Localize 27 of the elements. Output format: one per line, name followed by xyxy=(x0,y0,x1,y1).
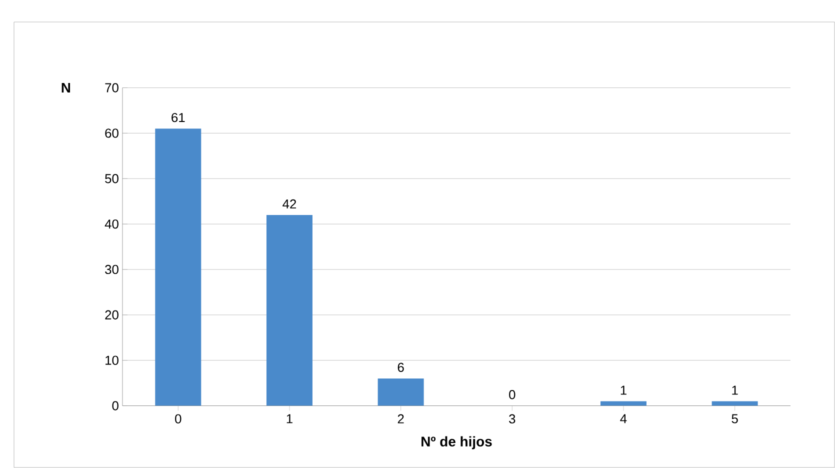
x-tick-label: 5 xyxy=(732,414,738,424)
x-tick-label: 4 xyxy=(620,414,627,424)
y-tick-label: 0 xyxy=(112,401,118,410)
y-tick-label: 70 xyxy=(105,83,118,92)
bar xyxy=(266,214,312,406)
y-tick-label: 10 xyxy=(106,356,118,365)
x-tick-label: 0 xyxy=(175,414,182,424)
data-label: 0 xyxy=(509,390,516,400)
bar xyxy=(712,401,758,406)
data-label: 1 xyxy=(732,386,738,395)
data-label: 61 xyxy=(172,112,185,122)
data-label: 42 xyxy=(282,199,296,208)
x-axis-title: Nº de hijos xyxy=(422,436,492,450)
y-axis-title: N xyxy=(62,82,70,93)
bar xyxy=(600,401,646,406)
data-label: 1 xyxy=(620,386,626,395)
bar xyxy=(378,378,424,406)
y-tick-label: 40 xyxy=(104,219,118,229)
y-tick-label: 20 xyxy=(105,310,118,320)
x-tick-label: 1 xyxy=(286,414,292,424)
x-tick-label: 2 xyxy=(398,414,404,424)
y-tick-label: 30 xyxy=(105,264,118,274)
x-tick-label: 3 xyxy=(509,414,516,424)
bar xyxy=(155,128,202,406)
y-tick-label: 50 xyxy=(105,174,118,184)
y-tick-label: 60 xyxy=(105,128,118,138)
data-label: 6 xyxy=(398,362,404,372)
